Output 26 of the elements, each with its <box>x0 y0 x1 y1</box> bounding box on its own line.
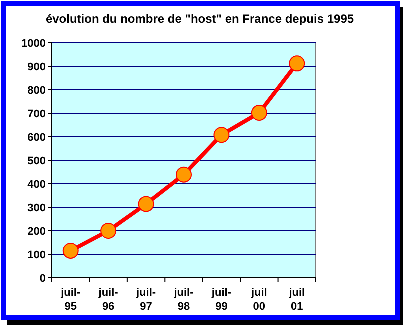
chart-title: évolution du nombre de "host" en France depuis 1995 <box>46 12 354 26</box>
y-tick-label: 700 <box>28 108 46 120</box>
point <box>138 196 154 212</box>
y-tick-label: 200 <box>28 226 46 238</box>
x-tick-label: juil-95 <box>60 287 81 313</box>
x-tick-label: juil-96 <box>98 287 119 313</box>
point <box>100 223 117 239</box>
y-tick-label: 800 <box>28 84 46 97</box>
point <box>289 56 306 72</box>
y-tick-label: 600 <box>28 132 46 144</box>
x-tick-label: juil-98 <box>173 287 194 313</box>
x-tick-label: juil 00 <box>250 287 268 313</box>
y-tick-label: 500 <box>28 155 46 168</box>
y-tick-label: 900 <box>28 61 46 74</box>
x-tick-label: juil-97 <box>136 287 156 313</box>
y-tick-label: 300 <box>28 202 46 214</box>
y-tick-label: 400 <box>28 178 46 191</box>
x-tick-label: juil 01 <box>288 287 306 313</box>
point <box>251 105 268 122</box>
x-tick-label: juil-99 <box>210 287 232 313</box>
point <box>214 127 230 144</box>
y-tick-label: 1000 <box>22 38 46 50</box>
point <box>176 166 192 183</box>
y-tick-label: 0 <box>40 272 46 285</box>
y-tick-label: 100 <box>28 249 46 262</box>
point <box>62 242 79 259</box>
